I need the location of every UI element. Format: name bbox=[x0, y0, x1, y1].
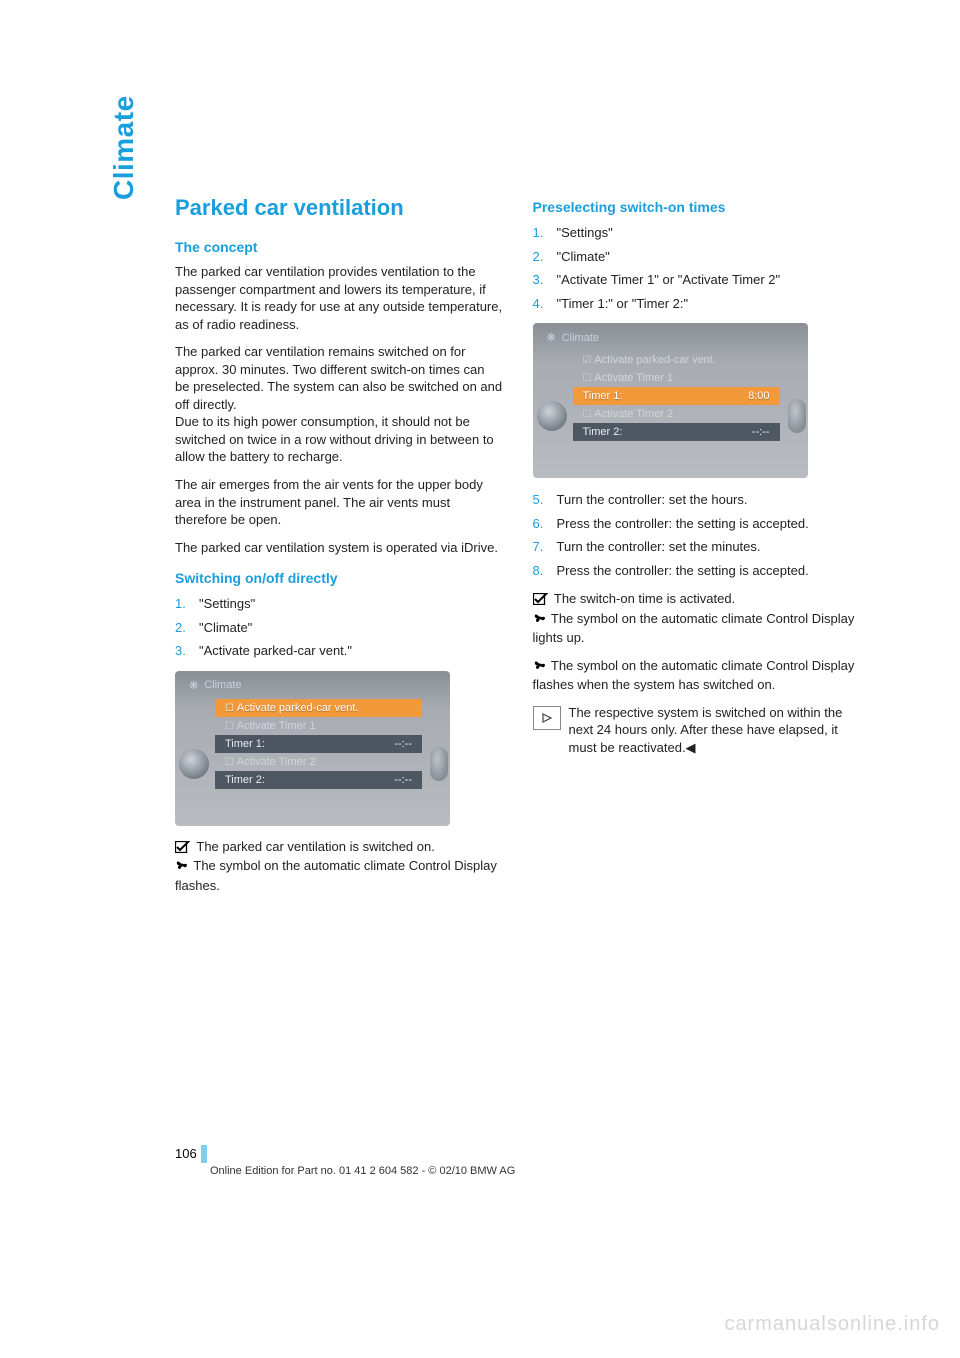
step-text: "Climate" bbox=[199, 620, 252, 635]
menu-label: Activate Timer 2 bbox=[583, 408, 674, 420]
menu-value: 8:00 bbox=[748, 390, 769, 402]
step-item: 7.Turn the controller: set the minutes. bbox=[533, 537, 861, 557]
watermark: carmanualsonline.info bbox=[724, 1313, 940, 1336]
step-item: 5.Turn the controller: set the hours. bbox=[533, 490, 861, 510]
page-number-bar bbox=[201, 1145, 207, 1163]
section-side-label: Climate bbox=[108, 95, 140, 200]
idrive-side-icon bbox=[430, 747, 448, 781]
step-item: 1."Settings" bbox=[175, 594, 503, 614]
note-box: The respective system is switched on wit… bbox=[533, 704, 861, 757]
steps-list: 1."Settings" 2."Climate" 3."Activate Tim… bbox=[533, 223, 861, 313]
menu-label: Timer 1: bbox=[225, 738, 265, 750]
screenshot-title-text: Climate bbox=[562, 332, 599, 344]
footer-copyright: Online Edition for Part no. 01 41 2 604 … bbox=[210, 1165, 515, 1177]
step-item: 1."Settings" bbox=[533, 223, 861, 243]
step-item: 2."Climate" bbox=[175, 618, 503, 638]
menu-value: --:-- bbox=[394, 738, 412, 750]
step-text: Press the controller: the setting is acc… bbox=[557, 563, 809, 578]
screenshot-menu: Activate parked-car vent. Activate Timer… bbox=[573, 351, 780, 441]
checkbox-icon bbox=[175, 840, 192, 858]
idrive-knob-icon bbox=[537, 401, 567, 431]
inline-text: The symbol on the automatic climate Cont… bbox=[175, 858, 497, 893]
body-text: The parked car ventilation provides vent… bbox=[175, 263, 503, 333]
fan-icon: ❋ bbox=[189, 679, 198, 692]
heading-concept: The concept bbox=[175, 239, 503, 255]
menu-label: Activate Timer 2 bbox=[225, 756, 316, 768]
idrive-knob-icon bbox=[179, 749, 209, 779]
screenshot-title-text: Climate bbox=[204, 679, 241, 691]
menu-label: Timer 1: bbox=[583, 390, 623, 402]
step-item: 3."Activate Timer 1" or "Activate Timer … bbox=[533, 270, 861, 290]
menu-row: Activate Timer 2 bbox=[573, 405, 780, 423]
heading-switching: Switching on/off directly bbox=[175, 570, 503, 586]
step-item: 2."Climate" bbox=[533, 247, 861, 267]
inline-text: The symbol on the automatic climate Cont… bbox=[533, 658, 855, 693]
checkbox-icon bbox=[533, 592, 550, 610]
idrive-screenshot-1: ❋ Climate Activate parked-car vent. Acti… bbox=[175, 671, 450, 826]
step-item: 8.Press the controller: the setting is a… bbox=[533, 561, 861, 581]
fan-icon bbox=[175, 858, 189, 877]
page-title: Parked car ventilation bbox=[175, 195, 503, 221]
fan-icon bbox=[533, 611, 547, 630]
menu-value: --:-- bbox=[394, 774, 412, 786]
page-number-text: 106 bbox=[175, 1146, 197, 1161]
menu-label: Activate Timer 1 bbox=[225, 720, 316, 732]
body-text: The symbol on the automatic climate Cont… bbox=[533, 657, 861, 694]
menu-row: Activate parked-car vent. bbox=[215, 699, 422, 717]
steps-list: 5.Turn the controller: set the hours. 6.… bbox=[533, 490, 861, 580]
right-column: Preselecting switch-on times 1."Settings… bbox=[533, 195, 861, 904]
menu-row: Activate parked-car vent. bbox=[573, 351, 780, 369]
inline-text: The symbol on the automatic climate Cont… bbox=[533, 611, 855, 646]
menu-value: --:-- bbox=[752, 426, 770, 438]
body-text: The parked car ventilation system is ope… bbox=[175, 539, 503, 557]
fan-icon: ❋ bbox=[547, 331, 556, 344]
body-text: The air emerges from the air vents for t… bbox=[175, 476, 503, 529]
menu-label: Activate parked-car vent. bbox=[225, 702, 358, 714]
screenshot-title: ❋ Climate bbox=[547, 331, 600, 344]
inline-text: The switch-on time is activated. bbox=[551, 591, 736, 606]
screenshot-menu: Activate parked-car vent. Activate Timer… bbox=[215, 699, 422, 789]
idrive-side-icon bbox=[788, 399, 806, 433]
menu-label: Timer 2: bbox=[225, 774, 265, 786]
menu-row: Timer 1: --:-- bbox=[215, 735, 422, 753]
page-number: 106 bbox=[175, 1145, 207, 1161]
menu-label: Activate parked-car vent. bbox=[583, 354, 716, 366]
step-item: 4."Timer 1:" or "Timer 2:" bbox=[533, 294, 861, 314]
menu-label: Timer 2: bbox=[583, 426, 623, 438]
step-text: Turn the controller: set the hours. bbox=[557, 492, 748, 507]
step-text: "Settings" bbox=[199, 596, 255, 611]
left-column: Parked car ventilation The concept The p… bbox=[175, 195, 503, 904]
step-text: "Settings" bbox=[557, 225, 613, 240]
step-item: 6.Press the controller: the setting is a… bbox=[533, 514, 861, 534]
step-text: "Activate parked-car vent." bbox=[199, 643, 352, 658]
heading-preselecting: Preselecting switch-on times bbox=[533, 199, 861, 215]
note-triangle-icon bbox=[533, 706, 561, 730]
step-item: 3."Activate parked-car vent." bbox=[175, 641, 503, 661]
menu-row: Timer 2: --:-- bbox=[215, 771, 422, 789]
menu-row: Timer 1: 8:00 bbox=[573, 387, 780, 405]
step-text: "Timer 1:" or "Timer 2:" bbox=[557, 296, 689, 311]
body-text: The parked car ventilation is switched o… bbox=[175, 838, 503, 895]
step-text: Press the controller: the setting is acc… bbox=[557, 516, 809, 531]
menu-row: Activate Timer 2 bbox=[215, 753, 422, 771]
body-text: The switch-on time is activated. The sym… bbox=[533, 590, 861, 647]
menu-label: Activate Timer 1 bbox=[583, 372, 674, 384]
body-text: The parked car ventilation remains switc… bbox=[175, 343, 503, 466]
step-text: "Climate" bbox=[557, 249, 610, 264]
step-text: Turn the controller: set the minutes. bbox=[557, 539, 761, 554]
fan-icon bbox=[533, 658, 547, 677]
screenshot-title: ❋ Climate bbox=[189, 679, 242, 692]
step-text: "Activate Timer 1" or "Activate Timer 2" bbox=[557, 272, 781, 287]
inline-text: The parked car ventilation is switched o… bbox=[193, 839, 435, 854]
menu-row: Activate Timer 1 bbox=[215, 717, 422, 735]
menu-row: Activate Timer 1 bbox=[573, 369, 780, 387]
menu-row: Timer 2: --:-- bbox=[573, 423, 780, 441]
idrive-screenshot-2: ❋ Climate Activate parked-car vent. Acti… bbox=[533, 323, 808, 478]
note-text: The respective system is switched on wit… bbox=[569, 704, 861, 757]
steps-list: 1."Settings" 2."Climate" 3."Activate par… bbox=[175, 594, 503, 661]
